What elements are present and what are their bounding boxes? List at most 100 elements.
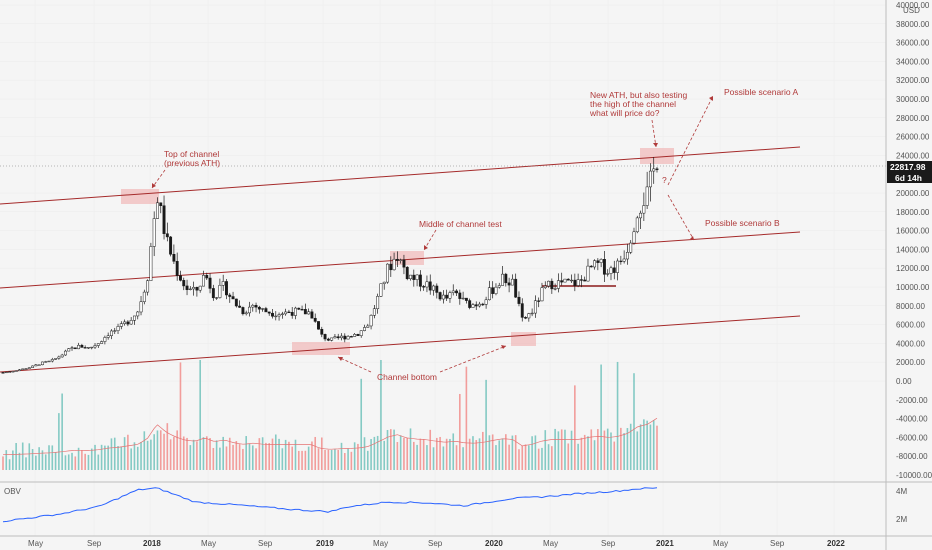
volume-bar xyxy=(574,385,576,470)
y-tick-label[interactable]: 20000.00 xyxy=(896,189,930,198)
y-tick-label-volume[interactable]: -6000.00 xyxy=(896,433,928,442)
volume-bar xyxy=(192,439,195,470)
y-tick-label[interactable]: 2000.00 xyxy=(896,358,925,367)
candle-body xyxy=(175,261,179,276)
x-tick-label[interactable]: Sep xyxy=(87,539,102,548)
volume-bar xyxy=(21,442,24,470)
volume-bar xyxy=(268,443,271,470)
volume-bar xyxy=(25,457,27,470)
volume-ma-line xyxy=(2,417,658,456)
candle-body xyxy=(474,304,478,307)
x-tick-label[interactable]: May xyxy=(373,539,388,548)
x-tick-label[interactable]: 2019 xyxy=(316,539,334,548)
candle-body xyxy=(369,315,373,327)
price-axis[interactable]: 40000.00 38000.00 36000.00 34000.00 32000.00… xyxy=(896,1,932,524)
candle-body xyxy=(573,279,577,286)
candle-body xyxy=(560,280,564,283)
y-tick-label[interactable]: 4000.00 xyxy=(896,339,925,348)
x-tick-label[interactable]: 2018 xyxy=(143,539,161,548)
candle-body xyxy=(27,367,31,369)
volume-bar xyxy=(521,445,524,470)
y-tick-label[interactable]: 12000.00 xyxy=(896,264,930,273)
volume-bar xyxy=(245,436,247,470)
candle-body xyxy=(198,285,202,291)
volume-bar xyxy=(159,430,162,470)
y-tick-label-obv[interactable]: 2M xyxy=(896,515,907,524)
volume-bar xyxy=(347,448,349,470)
volume-bar xyxy=(590,429,593,470)
y-tick-label-volume[interactable]: -4000.00 xyxy=(896,415,928,424)
volume-bar xyxy=(537,448,540,470)
x-tick-label[interactable]: 2020 xyxy=(485,539,503,548)
volume-bar xyxy=(77,447,80,470)
y-tick-label[interactable]: 38000.00 xyxy=(896,20,930,29)
candle-body xyxy=(277,314,281,317)
x-tick-label[interactable]: 2022 xyxy=(827,539,845,548)
y-tick-label[interactable]: 36000.00 xyxy=(896,39,930,48)
y-tick-label-obv[interactable]: 4M xyxy=(896,487,907,496)
volume-bar xyxy=(38,447,40,470)
x-tick-label[interactable]: 2021 xyxy=(656,539,674,548)
volume-bar xyxy=(15,443,17,470)
x-tick-label[interactable]: Sep xyxy=(601,539,616,548)
y-tick-label[interactable]: 28000.00 xyxy=(896,114,930,123)
candle-body xyxy=(346,336,350,340)
candle-body xyxy=(464,297,468,301)
volume-bar xyxy=(274,434,277,470)
y-tick-label[interactable]: 10000.00 xyxy=(896,283,930,292)
y-tick-label[interactable]: 26000.00 xyxy=(896,133,930,142)
candle-body xyxy=(8,371,12,373)
candle-body xyxy=(248,306,251,314)
candle-body xyxy=(504,273,508,284)
annotation-top-channel-line1: Top of channel xyxy=(164,149,219,159)
volume-bar xyxy=(340,442,343,470)
candle-body xyxy=(205,275,209,279)
candle-body xyxy=(280,313,284,315)
obv-indicator-label[interactable]: OBV xyxy=(4,487,22,496)
volume-bar xyxy=(488,435,491,470)
candle-body xyxy=(655,168,659,170)
x-tick-label[interactable]: May xyxy=(543,539,558,548)
y-tick-label[interactable]: 14000.00 xyxy=(896,245,930,254)
y-tick-label[interactable]: 30000.00 xyxy=(896,95,930,104)
x-tick-label[interactable]: Sep xyxy=(258,539,273,548)
y-tick-label-volume[interactable]: -10000.00 xyxy=(896,471,932,480)
y-tick-label[interactable]: 6000.00 xyxy=(896,321,925,330)
x-tick-label[interactable]: Sep xyxy=(428,539,443,548)
channel-bottom-line[interactable] xyxy=(0,315,801,373)
candle-body xyxy=(57,356,61,359)
volume-bar xyxy=(215,440,218,470)
volume-bar xyxy=(531,436,533,470)
candle-body xyxy=(60,354,64,358)
candle-body xyxy=(100,341,104,344)
time-axis[interactable]: May Sep 2018 May Sep 2019 May Sep 2020 May Sep 2021… xyxy=(28,539,845,548)
candle-body xyxy=(320,328,324,335)
volume-bar xyxy=(353,442,356,470)
y-tick-label-volume[interactable]: -2000.00 xyxy=(896,396,928,405)
candle-body xyxy=(17,369,21,372)
candle-body xyxy=(11,371,15,373)
volume-bar xyxy=(629,423,632,470)
candle-body xyxy=(330,337,334,341)
annotation-scenario-a: Possible scenario A xyxy=(724,87,799,97)
countdown-value: 6d 14h xyxy=(895,173,922,183)
y-tick-label[interactable]: 32000.00 xyxy=(896,76,930,85)
y-tick-label[interactable]: 0.00 xyxy=(896,377,912,386)
y-tick-label[interactable]: 40000.00 xyxy=(896,1,930,10)
x-tick-label[interactable]: May xyxy=(713,539,728,548)
y-tick-label[interactable]: 8000.00 xyxy=(896,302,925,311)
candle-body xyxy=(50,359,54,362)
y-tick-label[interactable]: 34000.00 xyxy=(896,57,930,66)
candle-body xyxy=(133,315,136,321)
x-tick-label[interactable]: May xyxy=(201,539,216,548)
y-tick-label[interactable]: 16000.00 xyxy=(896,227,930,236)
y-tick-label[interactable]: 24000.00 xyxy=(896,151,930,160)
x-tick-label[interactable]: Sep xyxy=(770,539,785,548)
y-tick-label-volume[interactable]: -8000.00 xyxy=(896,452,928,461)
volume-bar xyxy=(28,443,31,470)
volume-bar xyxy=(330,449,333,470)
x-tick-label[interactable]: May xyxy=(28,539,43,548)
y-tick-label[interactable]: 18000.00 xyxy=(896,208,930,217)
channel-top-line[interactable] xyxy=(0,146,801,205)
